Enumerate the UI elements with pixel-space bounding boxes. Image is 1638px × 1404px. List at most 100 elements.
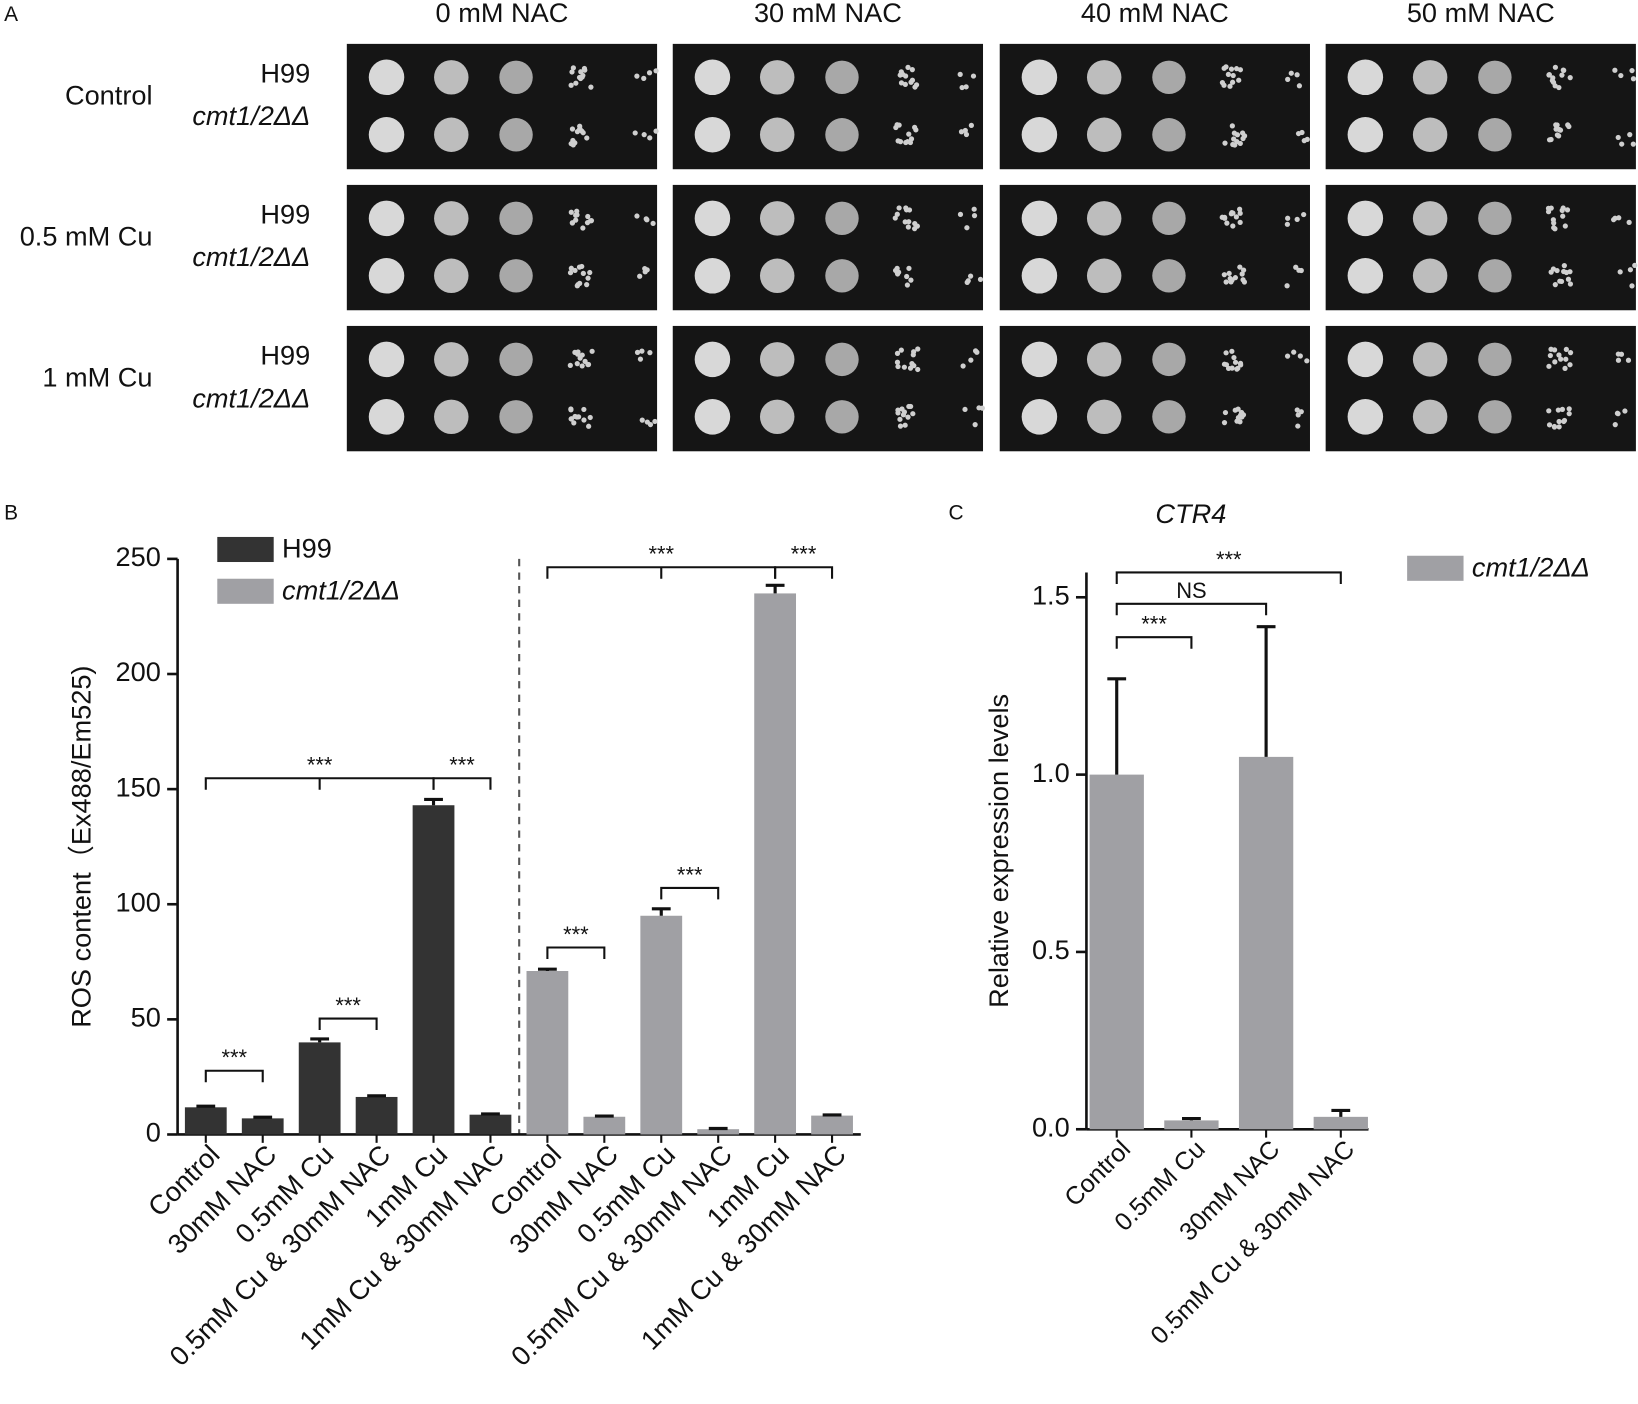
colony (644, 267, 650, 273)
colony (1626, 219, 1632, 225)
colony-spot (1347, 117, 1384, 153)
colony-spot (694, 341, 731, 378)
colony (1552, 64, 1559, 70)
colony (569, 126, 576, 132)
colony (1615, 357, 1622, 363)
colony (582, 358, 588, 364)
bar (241, 1118, 284, 1135)
colony-spot (1086, 201, 1122, 236)
colony (1627, 267, 1634, 273)
significance-label: *** (648, 542, 674, 567)
colony-spot (1412, 399, 1448, 435)
colony (897, 139, 904, 145)
colony (1558, 278, 1565, 285)
colony (1229, 123, 1235, 129)
significance-bracket (432, 777, 492, 790)
colony-spot (499, 259, 533, 293)
row-label: 1 mM Cu (42, 361, 152, 392)
colony (1234, 132, 1241, 138)
colony-spot (499, 400, 533, 434)
colony-spot (825, 201, 859, 236)
colony (957, 211, 964, 217)
error-bar (253, 1115, 273, 1119)
colony (584, 282, 590, 288)
bar (355, 1096, 398, 1135)
colony (904, 273, 910, 280)
bar (754, 593, 797, 1135)
significance-label: *** (1141, 612, 1167, 637)
colony (571, 420, 577, 426)
colony (1226, 270, 1232, 277)
significance-label: *** (221, 1045, 247, 1070)
colony (904, 282, 911, 288)
colony (1559, 406, 1566, 412)
colony-spot (759, 60, 795, 95)
column-header: 0 mM NAC (436, 0, 569, 28)
bar (1313, 1116, 1368, 1130)
colony-spot (368, 117, 405, 153)
colony (898, 80, 905, 86)
colony (572, 413, 578, 420)
colony (567, 270, 574, 276)
colony-spot (1347, 341, 1384, 378)
colony (1224, 220, 1230, 226)
colony (1567, 74, 1573, 81)
colony (910, 411, 916, 417)
colony (1546, 422, 1553, 428)
colony (639, 417, 645, 423)
significance-label: *** (1216, 547, 1242, 572)
colony (972, 422, 978, 428)
colony-spot (434, 342, 469, 377)
colony-spot (499, 118, 533, 152)
colony (569, 220, 575, 226)
legend-swatch (217, 536, 274, 563)
colony (652, 418, 658, 425)
colony (911, 226, 918, 232)
error-bar (765, 583, 785, 594)
colony-spot (1478, 400, 1512, 434)
colony (632, 130, 638, 136)
colony (909, 66, 915, 73)
colony-spot (694, 200, 731, 237)
colony (572, 349, 578, 355)
colony (1567, 350, 1574, 356)
bar (1164, 1120, 1219, 1130)
colony (1629, 283, 1635, 289)
colony-spot (1478, 60, 1512, 95)
colony-spot (368, 341, 405, 378)
colony (1562, 223, 1568, 229)
colony (1567, 281, 1574, 287)
strain-label: H99 (260, 339, 310, 370)
colony (902, 422, 908, 428)
colony (1559, 207, 1565, 213)
error-bar (1256, 625, 1276, 757)
colony (968, 357, 974, 363)
y-tick-label: 200 (116, 656, 161, 687)
colony (902, 219, 908, 225)
colony (634, 213, 640, 219)
colony-spot (1478, 118, 1512, 152)
colony (1235, 365, 1241, 371)
colony (1614, 410, 1621, 416)
colony-spot (1021, 399, 1058, 435)
colony (641, 75, 647, 81)
colony (1230, 72, 1236, 79)
strain-label: cmt1/2ΔΔ (192, 241, 310, 272)
error-bar (196, 1104, 216, 1108)
colony (1221, 82, 1227, 88)
strain-label: H99 (260, 198, 310, 229)
colony (639, 348, 645, 354)
row-label: Control (65, 79, 153, 110)
y-tick-label: 0.5 (1032, 934, 1070, 965)
colony (1617, 269, 1623, 275)
colony-spot (694, 258, 731, 294)
colony (581, 417, 587, 423)
significance-bracket (546, 946, 606, 959)
colony-spot (368, 258, 405, 294)
colony (581, 406, 587, 413)
colony (1291, 349, 1297, 355)
significance-bracket (660, 886, 720, 900)
colony (1223, 279, 1229, 285)
colony (1284, 283, 1290, 289)
colony (1555, 407, 1561, 413)
